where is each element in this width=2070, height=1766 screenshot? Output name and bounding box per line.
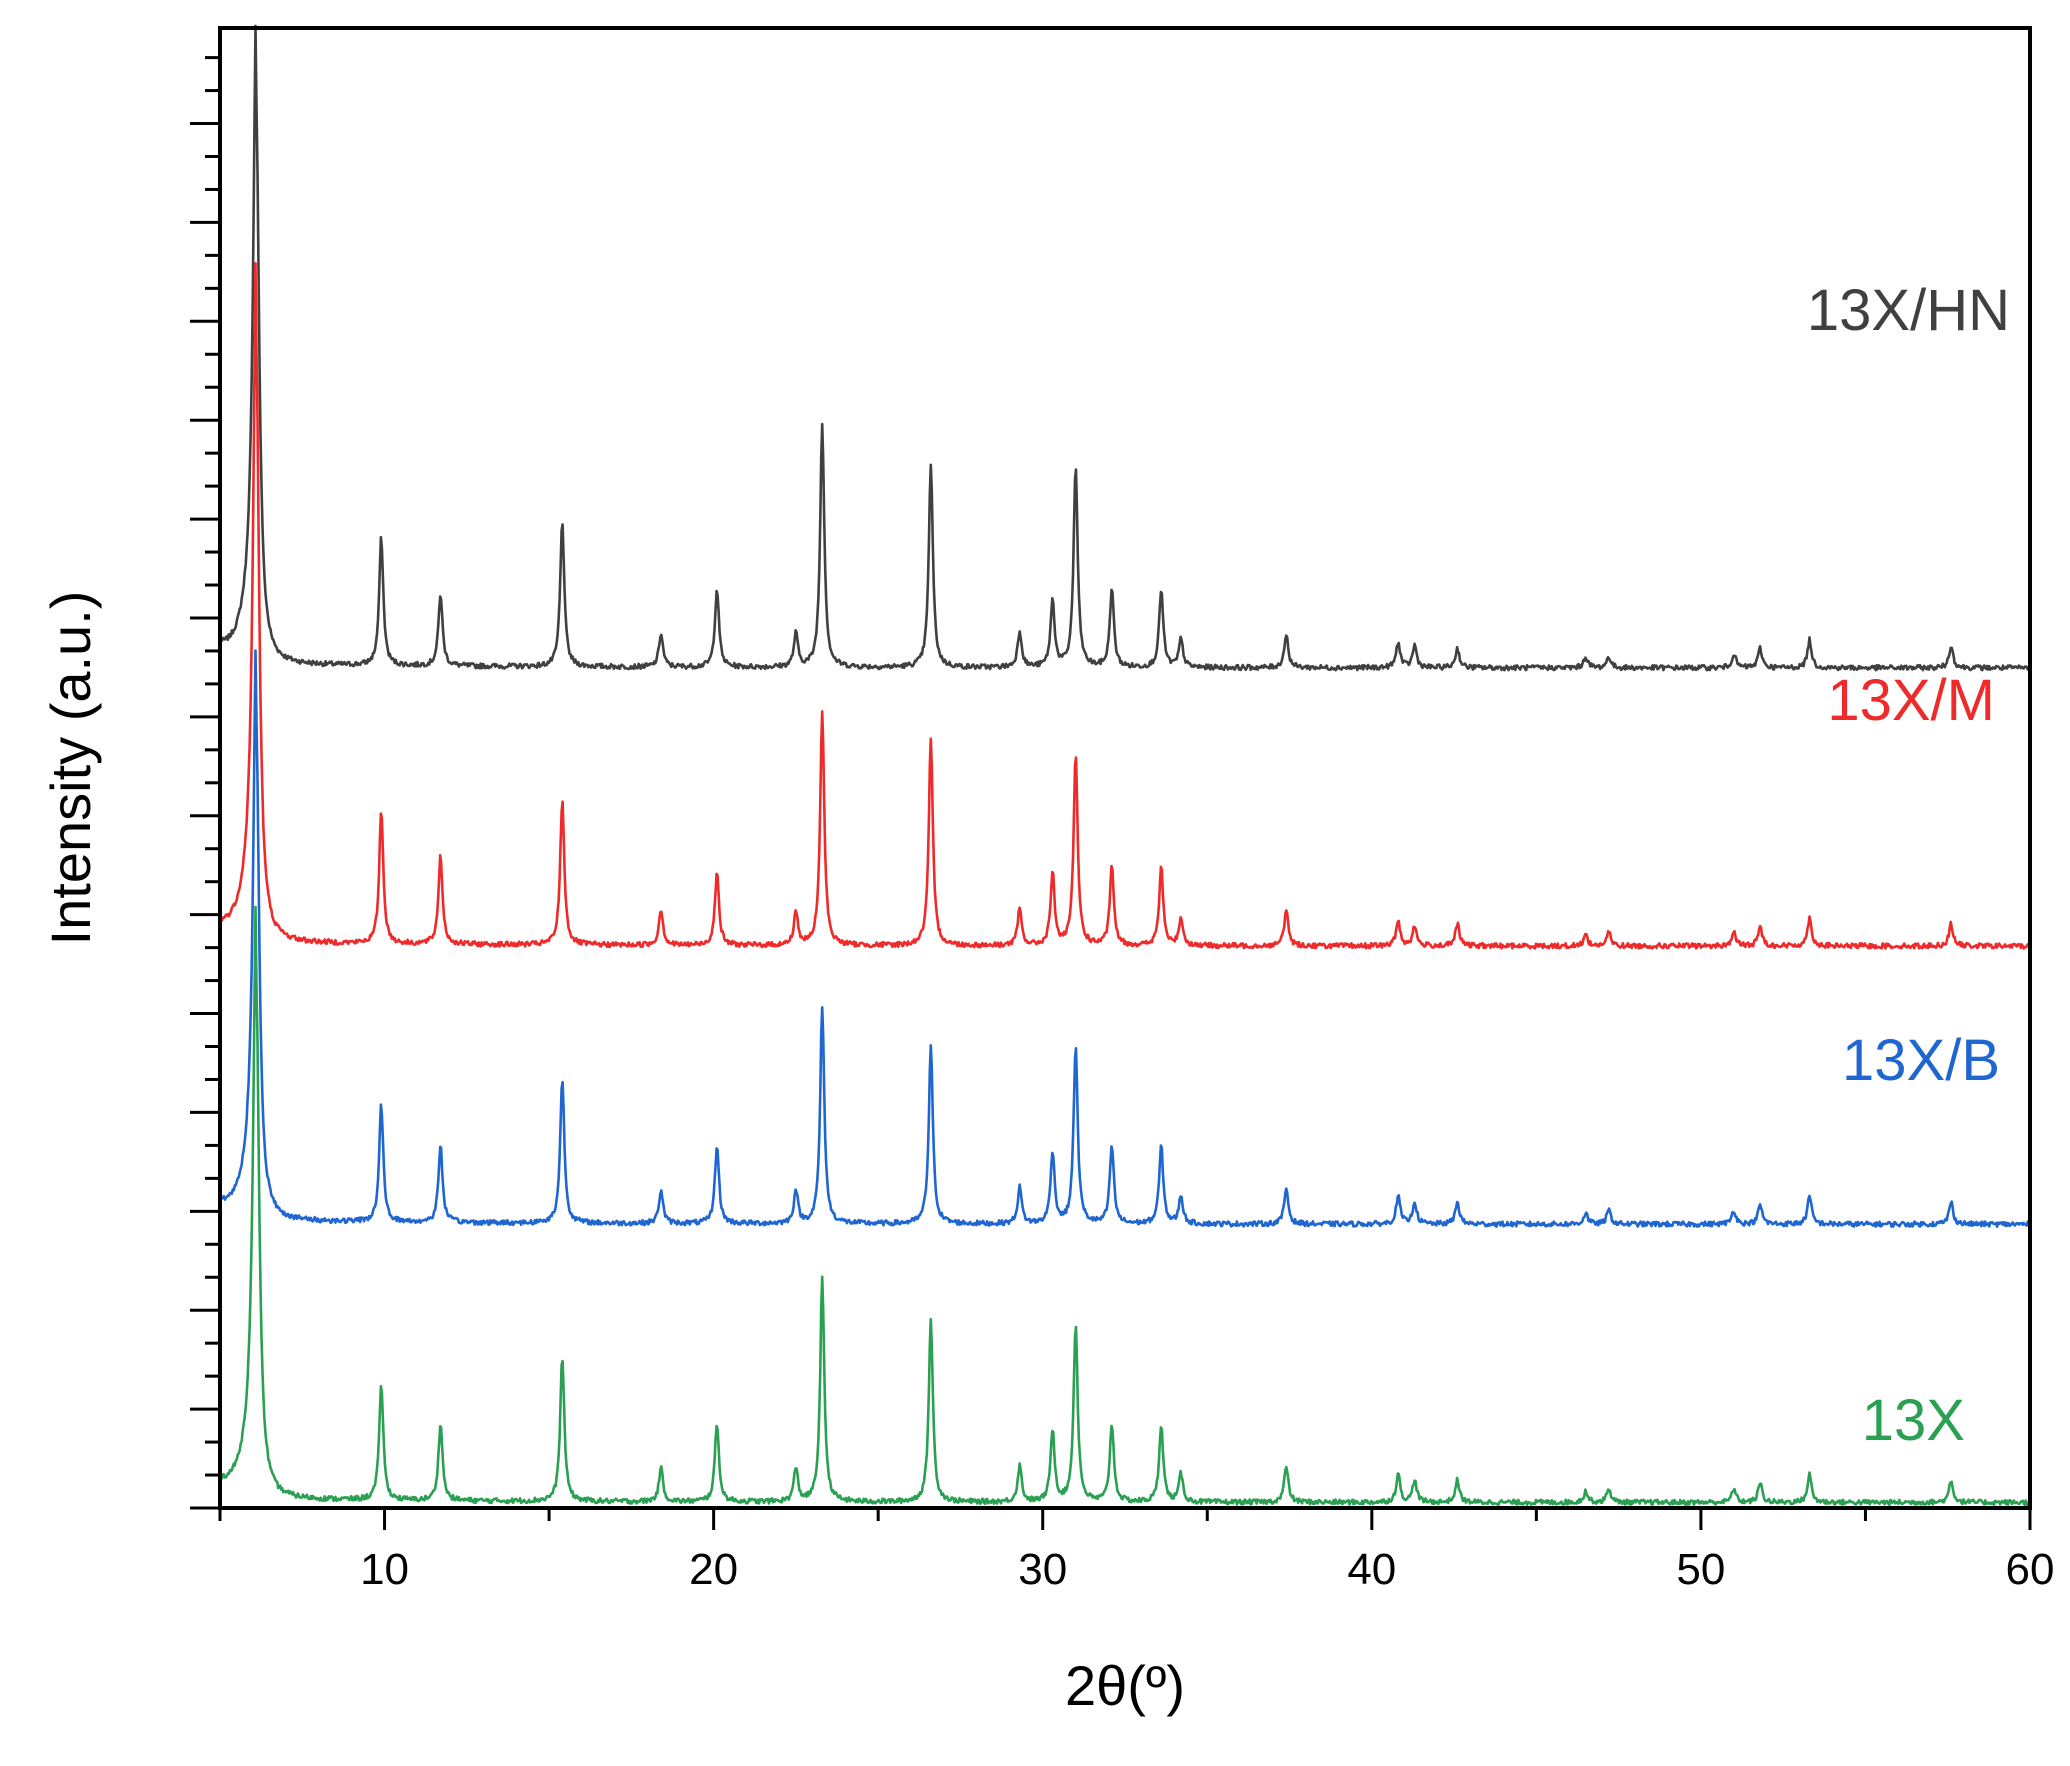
y-axis-title: Intensity (a.u.) <box>39 591 102 946</box>
series-label-13x: 13X <box>1862 1388 1965 1453</box>
series-labels-layer: 13X/HN 13X/M 13X/B 13X <box>1807 278 2010 1453</box>
axes-layer <box>190 26 2032 1530</box>
x-tick-label: 40 <box>1347 1545 1396 1594</box>
series-label-13x-hn: 13X/HN <box>1807 278 2010 343</box>
series-line-13x-b <box>218 649 2031 1228</box>
series-label-13x-b: 13X/B <box>1842 1028 2000 1093</box>
series-line-13x <box>218 905 2031 1507</box>
series-line-13x-hn <box>218 24 2031 672</box>
tick-labels-layer: 10 20 30 40 50 60 <box>360 1545 2054 1594</box>
plot-frame <box>218 26 2032 1510</box>
x-tick-label: 10 <box>360 1545 409 1594</box>
curves-layer <box>218 24 2031 1507</box>
series-label-13x-m: 13X/M <box>1827 668 1995 733</box>
x-tick-label: 60 <box>2006 1545 2055 1594</box>
x-tick-label: 20 <box>689 1545 738 1594</box>
x-axis-title: 2θ(º) <box>1065 1654 1185 1717</box>
series-line-13x-m <box>218 262 2031 950</box>
x-tick-label: 30 <box>1018 1545 1067 1594</box>
x-tick-label: 50 <box>1676 1545 1725 1594</box>
